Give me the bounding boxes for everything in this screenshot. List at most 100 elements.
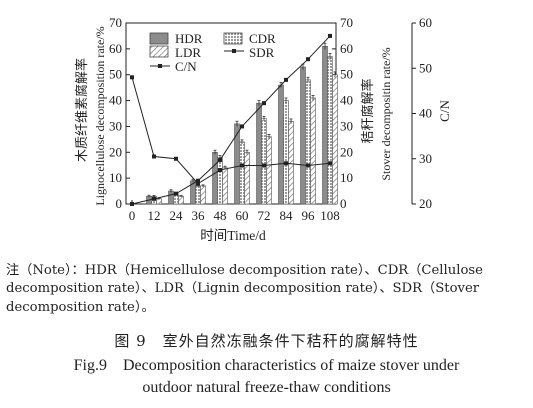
point-cn — [130, 75, 134, 80]
point-sdr — [130, 202, 134, 206]
point-sdr — [174, 191, 178, 196]
y-left-tick-label: 40 — [109, 93, 122, 108]
y-right-tick-label: 70 — [340, 15, 353, 30]
x-tick-label: 12 — [148, 208, 161, 223]
bar-ldr — [244, 151, 250, 205]
bar-cdr — [327, 56, 333, 205]
bar-cdr — [305, 79, 311, 205]
legend-label-hdr: HDR — [175, 31, 203, 46]
bar-cdr — [195, 185, 201, 205]
decomposition-chart: 0 10 20 30 40 50 60 70 0 10 20 30 40 50 60 70 20 30 40 50 60… — [74, 15, 452, 243]
y-left-tick-label: 20 — [109, 144, 122, 159]
x-tick-label: 60 — [236, 208, 249, 223]
y-axis-left-label-en: Lignocellulose decomposition rate/% — [93, 26, 107, 205]
y-left-tick-label: 70 — [109, 15, 122, 30]
legend: HDR LDR C/N CDR SDR — [149, 31, 276, 74]
point-cn — [196, 181, 200, 186]
bar-ldr — [178, 195, 184, 205]
bar-ldr — [310, 97, 316, 205]
y-axis-right-label-cn: 秸秆腐解率 — [360, 78, 376, 143]
figure-caption-en-line1: Fig.9 Decomposition characteristics of m… — [73, 357, 460, 374]
bar-cdr — [239, 141, 245, 205]
bar-hdr — [212, 151, 218, 205]
point-sdr — [284, 77, 288, 82]
x-tick-label: 36 — [192, 208, 206, 223]
point-cn — [218, 168, 222, 173]
x-tick-label: 48 — [214, 208, 227, 223]
line-cn — [131, 77, 331, 185]
y-right-tick-label: 10 — [340, 170, 353, 185]
y-cn-tick-label: 20 — [419, 196, 432, 211]
legend-marker-cn — [158, 64, 162, 68]
line-sdr — [131, 35, 331, 205]
bar-hdr — [278, 84, 284, 205]
figure-note: 注（Note）：HDR（Hemicellulose decomposition … — [6, 263, 483, 315]
legend-marker-sdr — [232, 49, 236, 53]
axes-group: 0 10 20 30 40 50 60 70 0 10 20 30 40 50 60 70 20 30 40 50 60… — [109, 15, 432, 223]
y-cn-tick-label: 50 — [419, 60, 432, 75]
legend-label-cdr: CDR — [249, 31, 276, 46]
bar-ldr — [222, 167, 228, 205]
y-left-tick-label: 50 — [109, 67, 122, 82]
y-right-tick-label: 50 — [340, 67, 353, 82]
point-sdr — [328, 33, 332, 38]
legend-swatch-hdr — [149, 32, 169, 45]
y-cn-tick-label: 30 — [419, 151, 432, 166]
point-sdr — [240, 124, 244, 129]
y-right-tick-label: 30 — [340, 118, 353, 133]
bar-hdr — [256, 102, 262, 205]
point-sdr — [152, 196, 156, 201]
x-tick-label: 72 — [258, 208, 271, 223]
y-left-tick-label: 0 — [116, 196, 123, 211]
figure-caption-en-line2: outdoor natural freeze-thaw conditions — [142, 379, 391, 396]
y-axis-cn-label: C/N — [437, 100, 452, 122]
bar-cdr — [283, 100, 289, 205]
y-left-tick-label: 60 — [109, 41, 122, 56]
y-right-tick-label: 40 — [340, 93, 353, 108]
point-sdr — [306, 57, 310, 62]
bar-cdr — [217, 157, 223, 205]
y-axis-right-label-en: Stover decompositin rate/% — [379, 47, 393, 180]
point-sdr — [262, 101, 266, 106]
point-cn — [328, 161, 332, 166]
point-cn — [174, 156, 178, 161]
y-left-tick-label: 30 — [109, 118, 122, 133]
x-tick-label: 108 — [320, 208, 340, 223]
x-tick-label: 84 — [280, 208, 294, 223]
point-sdr — [218, 158, 222, 163]
legend-label-sdr: SDR — [249, 45, 275, 60]
x-tick-label: 24 — [170, 208, 184, 223]
y-axis-left-label-cn: 木质纤维素腐解率 — [74, 58, 90, 162]
point-cn — [240, 163, 244, 168]
legend-swatch-cdr — [223, 32, 243, 45]
bar-ldr — [266, 136, 272, 205]
bar-cdr — [261, 118, 267, 205]
y-cn-tick-label: 60 — [419, 15, 432, 30]
bar-ldr — [288, 120, 294, 205]
legend-label-cn: C/N — [175, 59, 197, 74]
point-cn — [284, 161, 288, 166]
x-tick-label: 96 — [302, 208, 316, 223]
point-sdr — [196, 178, 200, 183]
x-tick-label: 0 — [129, 208, 136, 223]
legend-label-ldr: LDR — [175, 45, 201, 60]
y-left-tick-label: 10 — [109, 170, 122, 185]
y-cn-tick-label: 40 — [419, 106, 432, 121]
y-right-tick-label: 20 — [340, 144, 353, 159]
point-cn — [152, 154, 156, 159]
x-axis-label: 时间Time/d — [200, 228, 266, 243]
bars-group — [146, 42, 338, 205]
point-cn — [306, 163, 310, 168]
y-right-tick-label: 60 — [340, 41, 353, 56]
point-cn — [262, 163, 266, 168]
lines-group — [130, 33, 332, 206]
y-right-tick-label: 0 — [340, 196, 347, 211]
bar-ldr — [200, 185, 206, 205]
figure-caption-cn: 图 9 室外自然冻融条件下秸秆的腐解特性 — [114, 332, 419, 350]
legend-swatch-ldr — [149, 45, 169, 58]
bar-hdr — [322, 45, 328, 205]
bar-hdr — [168, 190, 174, 205]
figure-caption-en: Fig.9 Decomposition characteristics of m… — [0, 355, 533, 399]
bar-hdr — [300, 66, 306, 205]
bar-ldr — [332, 74, 338, 205]
